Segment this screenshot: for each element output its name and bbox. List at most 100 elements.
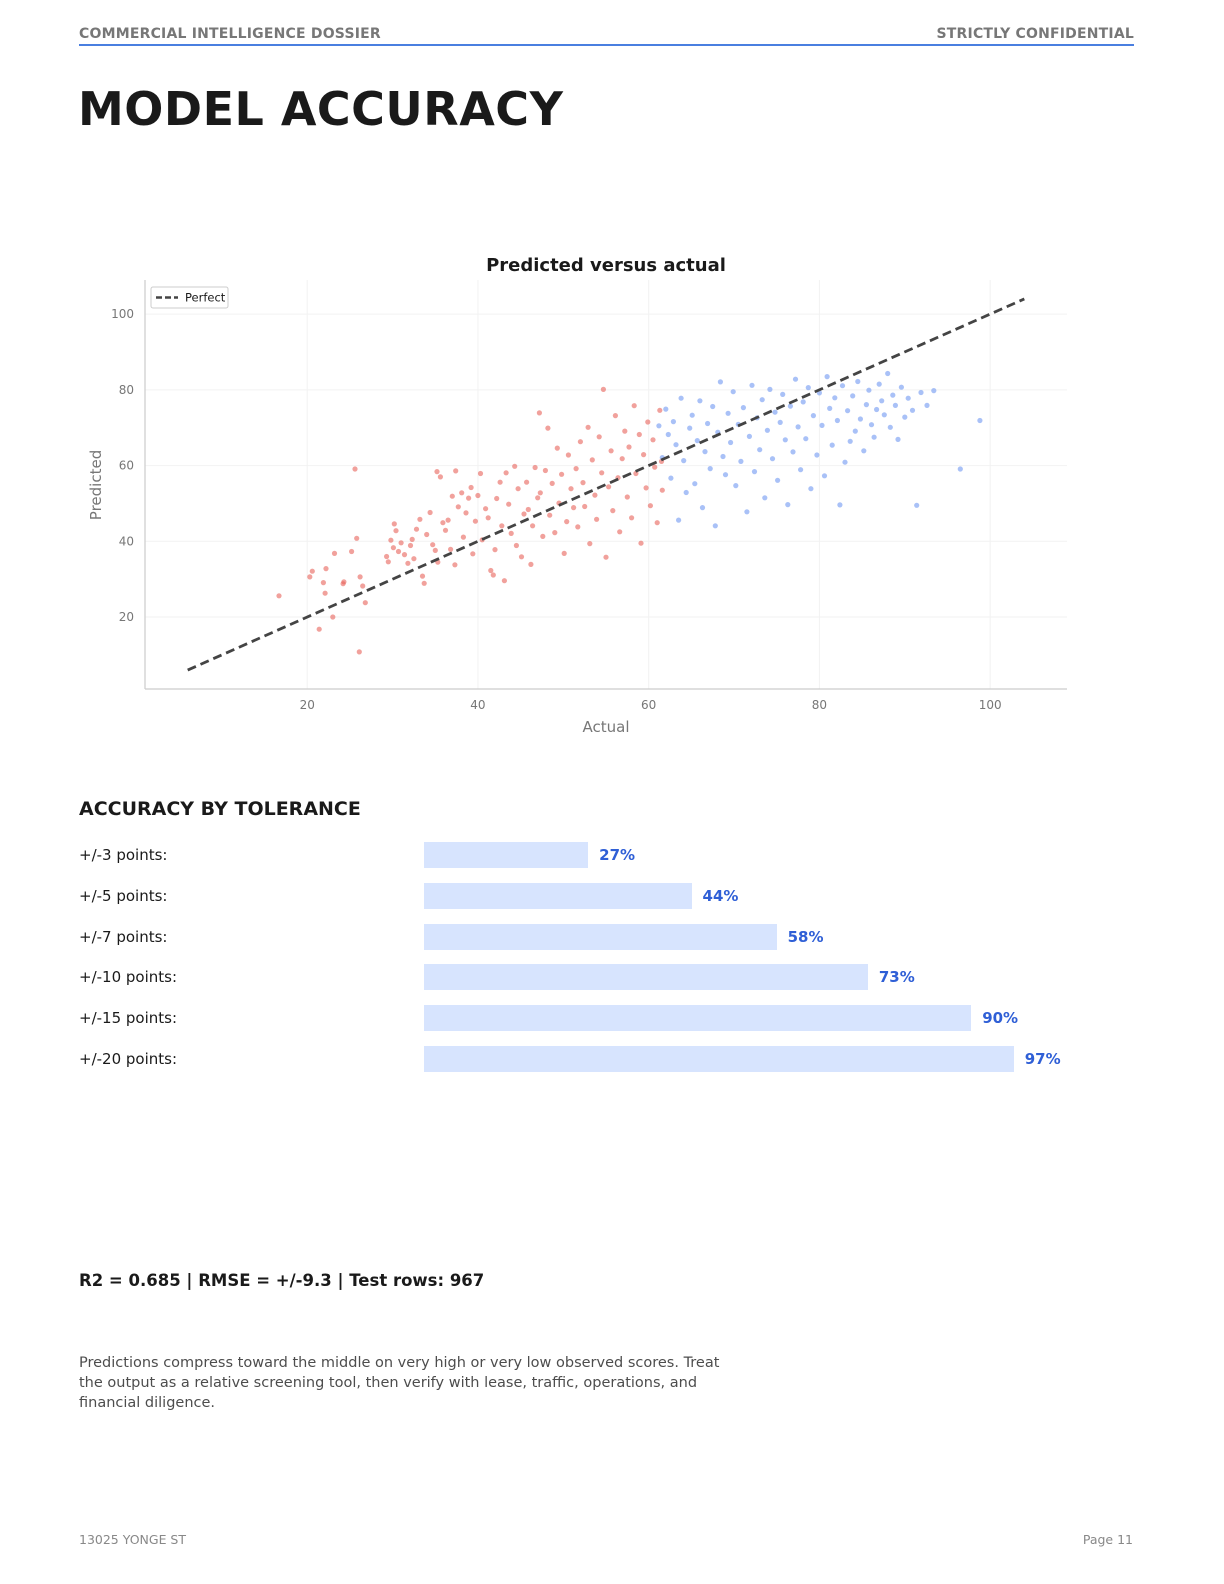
scatter-point-series-0 — [421, 580, 427, 586]
scatter-point-series-0 — [587, 541, 593, 547]
scatter-point-series-1 — [847, 438, 853, 444]
scatter-point-series-0 — [341, 579, 347, 585]
scatter-point-series-0 — [659, 487, 665, 493]
scatter-point-series-0 — [619, 456, 625, 462]
scatter-point-series-1 — [665, 431, 671, 438]
scatter-point-series-0 — [468, 484, 474, 491]
scatter-point-series-0 — [475, 492, 481, 499]
scatter-point-series-0 — [330, 614, 336, 620]
scatter-point-series-1 — [909, 407, 916, 413]
scatter-point-series-1 — [895, 436, 901, 442]
scatter-point-series-1 — [803, 436, 809, 442]
scatter-point-series-1 — [681, 458, 687, 464]
x-tick-label: 40 — [470, 698, 485, 712]
scatter-point-series-1 — [744, 509, 750, 515]
scatter-point-series-1 — [712, 523, 718, 529]
scatter-point-series-0 — [488, 567, 494, 574]
scatter-point-series-1 — [795, 424, 801, 430]
scatter-point-series-1 — [842, 459, 848, 465]
scatter-point-series-0 — [624, 494, 630, 500]
scatter-point-series-0 — [323, 566, 329, 572]
model-stats: R2 = 0.685 | RMSE = +/-9.3 | Test rows: … — [79, 1271, 485, 1290]
tolerance-label: +/-3 points: — [79, 846, 168, 864]
tolerance-value: 44% — [702, 886, 739, 905]
scatter-point-series-0 — [552, 530, 558, 536]
scatter-point-series-1 — [777, 419, 783, 425]
scatter-point-series-0 — [580, 480, 586, 486]
scatter-point-series-0 — [349, 548, 355, 555]
scatter-point-series-1 — [782, 437, 788, 443]
scatter-point-series-1 — [855, 378, 861, 385]
scatter-point-series-0 — [430, 542, 436, 548]
scatter-point-series-1 — [720, 453, 726, 460]
scatter-point-series-0 — [592, 492, 598, 498]
scatter-point-series-0 — [506, 501, 512, 507]
scatter-point-series-0 — [445, 517, 451, 523]
scatter-point-series-0 — [641, 452, 647, 458]
tolerance-row: +/-5 points: 44% — [0, 882, 1224, 909]
scatter-point-series-0 — [654, 520, 660, 526]
tolerance-bar — [424, 882, 692, 909]
scatter-point-series-1 — [785, 502, 791, 508]
tolerance-section-title: ACCURACY BY TOLERANCE — [79, 798, 361, 820]
scatter-point-series-1 — [702, 449, 708, 455]
scatter-point-series-0 — [503, 470, 509, 476]
scatter-point-series-1 — [874, 406, 880, 413]
scatter-point-series-1 — [957, 466, 963, 472]
tolerance-row: +/-20 points: 97% — [0, 1046, 1224, 1072]
scatter-point-series-1 — [857, 416, 864, 422]
scatter-point-series-0 — [499, 523, 505, 529]
scatter-point-series-1 — [829, 442, 835, 448]
scatter-points — [276, 370, 983, 655]
scatter-point-series-1 — [717, 379, 724, 385]
scatter-point-series-0 — [419, 573, 426, 579]
scatter-point-series-1 — [733, 483, 739, 489]
scatter-point-series-1 — [834, 417, 841, 424]
scatter-point-series-1 — [800, 399, 806, 405]
tolerance-bar — [424, 1005, 972, 1032]
scatter-point-series-1 — [885, 370, 891, 377]
scatter-point-series-0 — [490, 572, 496, 578]
scatter-point-series-0 — [528, 561, 534, 567]
scatter-point-series-0 — [513, 542, 520, 549]
scatter-point-series-0 — [532, 464, 538, 471]
scatter-point-series-1 — [769, 456, 776, 462]
y-tick-label: 80 — [119, 383, 134, 397]
scatter-point-series-0 — [391, 521, 397, 527]
footer-address: 13025 YONGE ST — [79, 1532, 187, 1547]
scatter-point-series-1 — [837, 502, 843, 508]
scatter-point-series-0 — [417, 516, 423, 522]
scatter-point-series-1 — [728, 439, 734, 446]
scatter-point-series-1 — [775, 477, 781, 483]
scatter-point-series-0 — [645, 419, 651, 425]
scatter-point-series-0 — [554, 445, 560, 451]
scatter-point-series-0 — [398, 540, 404, 546]
scatter-point-series-1 — [780, 391, 786, 397]
tolerance-row: +/-7 points: 58% — [0, 923, 1224, 950]
tolerance-label: +/-15 points: — [79, 1009, 178, 1028]
scatter-point-series-0 — [596, 434, 602, 440]
scatter-point-series-1 — [861, 448, 867, 454]
scatter-point-series-1 — [676, 517, 682, 523]
scatter-point-series-0 — [409, 536, 415, 542]
scatter-point-series-1 — [887, 424, 893, 430]
tolerance-row: +/-15 points: 90% — [0, 1005, 1224, 1032]
scatter-point-series-0 — [385, 559, 391, 565]
scatter-point-series-0 — [352, 466, 358, 472]
scatter-point-series-0 — [309, 568, 315, 574]
scatter-point-series-1 — [866, 387, 872, 393]
scatter-point-series-0 — [633, 470, 639, 477]
scatter-point-series-0 — [518, 554, 525, 560]
scatter-point-series-0 — [575, 524, 581, 530]
scatter-point-series-1 — [725, 410, 731, 416]
scatter-point-series-0 — [276, 593, 282, 599]
scatter-point-series-0 — [573, 466, 579, 472]
scatter-point-series-1 — [759, 397, 765, 403]
scatter-point-series-1 — [810, 413, 817, 419]
scatter-point-series-1 — [738, 458, 744, 464]
scatter-point-series-0 — [547, 512, 553, 518]
scatter-point-series-0 — [470, 551, 476, 557]
tolerance-row: +/-3 points: 27% — [0, 842, 1224, 868]
scatter-point-series-0 — [542, 467, 549, 474]
grid-lines — [145, 280, 1067, 689]
